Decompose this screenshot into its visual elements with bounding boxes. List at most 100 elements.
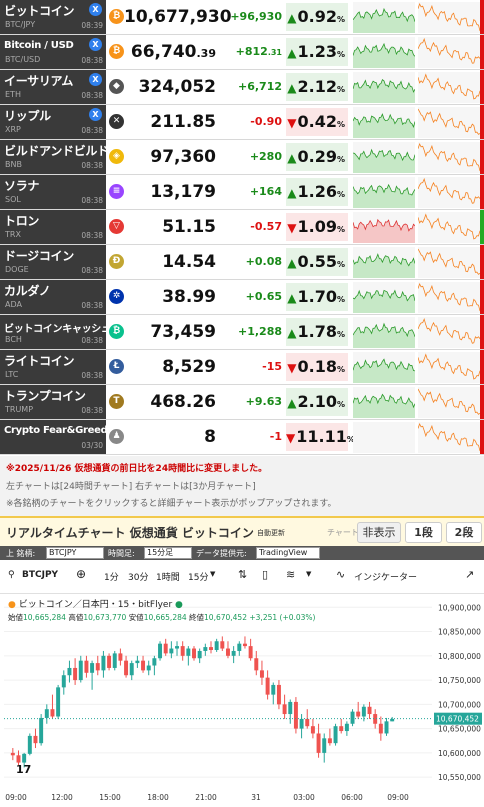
change-value: +0.08 <box>216 245 282 279</box>
price-row[interactable]: トロン TRX 08:38 ▽ 51.15 -0.57 ▼1.09% <box>0 210 484 245</box>
spark-24h-chart[interactable] <box>353 212 415 243</box>
price-row[interactable]: ドージコイン DOGE 08:38 Ð 14.54 +0.08 ▲0.55% <box>0 245 484 280</box>
coin-name-cell: イーサリアム ETH 08:38 X <box>0 70 106 104</box>
price-main: 97,360 <box>150 147 216 167</box>
price-row[interactable]: リップル XRP 08:38 X ✕ 211.85 -0.90 ▼0.42% <box>0 105 484 140</box>
spark-24h-chart[interactable] <box>353 247 415 278</box>
chart-type-chevron-icon[interactable]: ▼ <box>306 570 312 578</box>
percent-sign: % <box>336 85 345 94</box>
candle-body <box>78 660 83 681</box>
spark-3m-chart[interactable] <box>418 317 480 348</box>
price-row[interactable]: ライトコイン LTC 08:38 Ł 8,529 -15 ▼0.18% <box>0 350 484 385</box>
hide-chart-button[interactable]: 非表示 <box>357 522 401 543</box>
percent-sign: % <box>336 295 345 304</box>
spark-24h-chart[interactable] <box>353 422 415 453</box>
spark-24h-chart[interactable] <box>353 37 415 68</box>
price-value: 97,360 <box>124 140 216 174</box>
spark-3m-chart[interactable] <box>418 282 480 313</box>
price-decimal: .39 <box>196 47 217 60</box>
symbol-select[interactable]: BTCJPY <box>46 547 104 559</box>
area-chart-icon[interactable]: ≋ <box>286 568 296 581</box>
x-share-icon[interactable]: X <box>89 38 102 51</box>
candle-type-icon[interactable]: ▯ <box>262 568 269 581</box>
spark-24h-chart[interactable] <box>353 177 415 208</box>
x-tick-label: 12:00 <box>51 793 73 802</box>
price-row[interactable]: カルダノ ADA 08:38 ✲ 38.99 +0.65 ▲1.70% <box>0 280 484 315</box>
spark-24h-chart[interactable] <box>353 107 415 138</box>
coin-name: Bitcoin / USD <box>4 40 74 51</box>
spark-3m-chart[interactable] <box>418 37 480 68</box>
spark-24h-chart[interactable] <box>353 72 415 103</box>
row-side-indicator <box>480 0 484 34</box>
change-value: -0.90 <box>216 105 282 139</box>
spark-3m-chart[interactable] <box>418 177 480 208</box>
coin-name-cell: ビルドアンドビルド BNB 08:38 <box>0 140 106 174</box>
coin-name: ドージコイン <box>4 249 74 263</box>
tradingview-logo[interactable]: 17 <box>16 763 31 776</box>
tf-1h-button[interactable]: 1時間 <box>156 573 180 583</box>
price-row[interactable]: トランプコイン TRUMP 08:38 T 468.26 +9.63 ▲2.10% <box>0 385 484 420</box>
change-percent: ▲1.26% <box>286 178 348 206</box>
add-symbol-icon[interactable]: ⊕ <box>76 567 87 581</box>
one-row-button[interactable]: 1段 <box>405 522 442 543</box>
spark-24h-chart[interactable] <box>353 282 415 313</box>
percent-sign: % <box>336 365 345 374</box>
spark-3m-chart[interactable] <box>418 107 480 138</box>
tv-symbol-button[interactable]: BTCJPY <box>22 570 59 580</box>
tf-1m-button[interactable]: 1分 <box>104 573 119 583</box>
change-value: -1 <box>216 420 282 454</box>
compare-icon[interactable]: ⇅ <box>238 568 248 581</box>
price-row[interactable]: イーサリアム ETH 08:38 X ◆ 324,052 +6,712 ▲2.12% <box>0 70 484 105</box>
spark-3m-chart[interactable] <box>418 352 480 383</box>
spark-24h-chart[interactable] <box>353 352 415 383</box>
x-share-icon[interactable]: X <box>89 108 102 121</box>
indicator-icon[interactable]: ∿ <box>336 568 346 581</box>
realtime-chart-header: リアルタイムチャート 仮想通貨 ビットコイン 自動更新 チャート: 非表示 1段… <box>0 516 484 546</box>
candle-body <box>101 655 106 671</box>
tf-30m-button[interactable]: 30分 <box>128 573 149 583</box>
x-share-icon[interactable]: X <box>89 3 102 16</box>
candle-body <box>305 718 310 727</box>
price-main: 211.85 <box>150 112 216 132</box>
change-percent: ▲0.29% <box>286 143 348 171</box>
spark-24h-chart[interactable] <box>353 387 415 418</box>
spark-3m-chart[interactable] <box>418 142 480 173</box>
price-main: 66,740 <box>130 42 197 62</box>
candle-body <box>220 641 225 649</box>
candle-body <box>33 735 38 744</box>
fullscreen-icon[interactable]: ↗ <box>465 568 475 581</box>
change-percent: ▼1.09% <box>286 213 348 241</box>
price-row[interactable]: ビルドアンドビルド BNB 08:38 ◈ 97,360 +280 ▲0.29% <box>0 140 484 175</box>
two-row-button[interactable]: 2段 <box>446 522 482 543</box>
x-share-icon[interactable]: X <box>89 73 102 86</box>
price-row[interactable]: Bitcoin / USD BTC/USD 08:38 X ₿ 66,740.39 +812… <box>0 35 484 70</box>
spark-3m-chart[interactable] <box>418 387 480 418</box>
percent-value: 0.42 <box>297 112 337 131</box>
change-main: +164 <box>249 185 282 198</box>
spark-24h-chart[interactable] <box>353 2 415 33</box>
spark-3m-chart[interactable] <box>418 72 480 103</box>
spark-3m-chart[interactable] <box>418 2 480 33</box>
spark-24h-chart[interactable] <box>353 317 415 348</box>
chevron-down-icon[interactable]: ▼ <box>210 570 216 578</box>
price-row[interactable]: ビットコイン BTC/JPY 08:39 X ₿ 10,677,930 +96,930 ▲0.… <box>0 0 484 35</box>
spark-3m-chart[interactable] <box>418 422 480 453</box>
change-percent: ▲2.12% <box>286 73 348 101</box>
search-icon[interactable]: ⚲ <box>8 570 15 580</box>
arrow-up-icon: ▲ <box>287 46 297 60</box>
price-row[interactable]: Crypto Fear&Greed Index 03/30 ♟ 8 -1 ▼11.11% <box>0 420 484 455</box>
price-row[interactable]: ビットコインキャッシュ BCH 08:38 ₿ 73,459 +1,288 ▲1.78% <box>0 315 484 350</box>
candlestick-chart[interactable]: 10,900,000 10,850,000 10,800,000 10,750,000… <box>0 560 484 807</box>
x-tick-label: 03:00 <box>293 793 315 802</box>
spark-3m-chart[interactable] <box>418 212 480 243</box>
tf-15m-button[interactable]: 15分 <box>188 573 209 583</box>
timeframe-select[interactable]: 15分足 <box>144 547 192 559</box>
spark-area <box>353 394 415 418</box>
y-tick-label: 10,800,000 <box>438 652 481 661</box>
spark-24h-chart[interactable] <box>353 142 415 173</box>
price-row[interactable]: ソラナ SOL 08:38 ≡ 13,179 +164 ▲1.26% <box>0 175 484 210</box>
legend-close-value: 10,670,452 <box>204 613 247 622</box>
indicators-button[interactable]: インジケーター <box>354 573 418 583</box>
spark-3m-chart[interactable] <box>418 247 480 278</box>
provider-select[interactable]: TradingView <box>256 547 320 559</box>
